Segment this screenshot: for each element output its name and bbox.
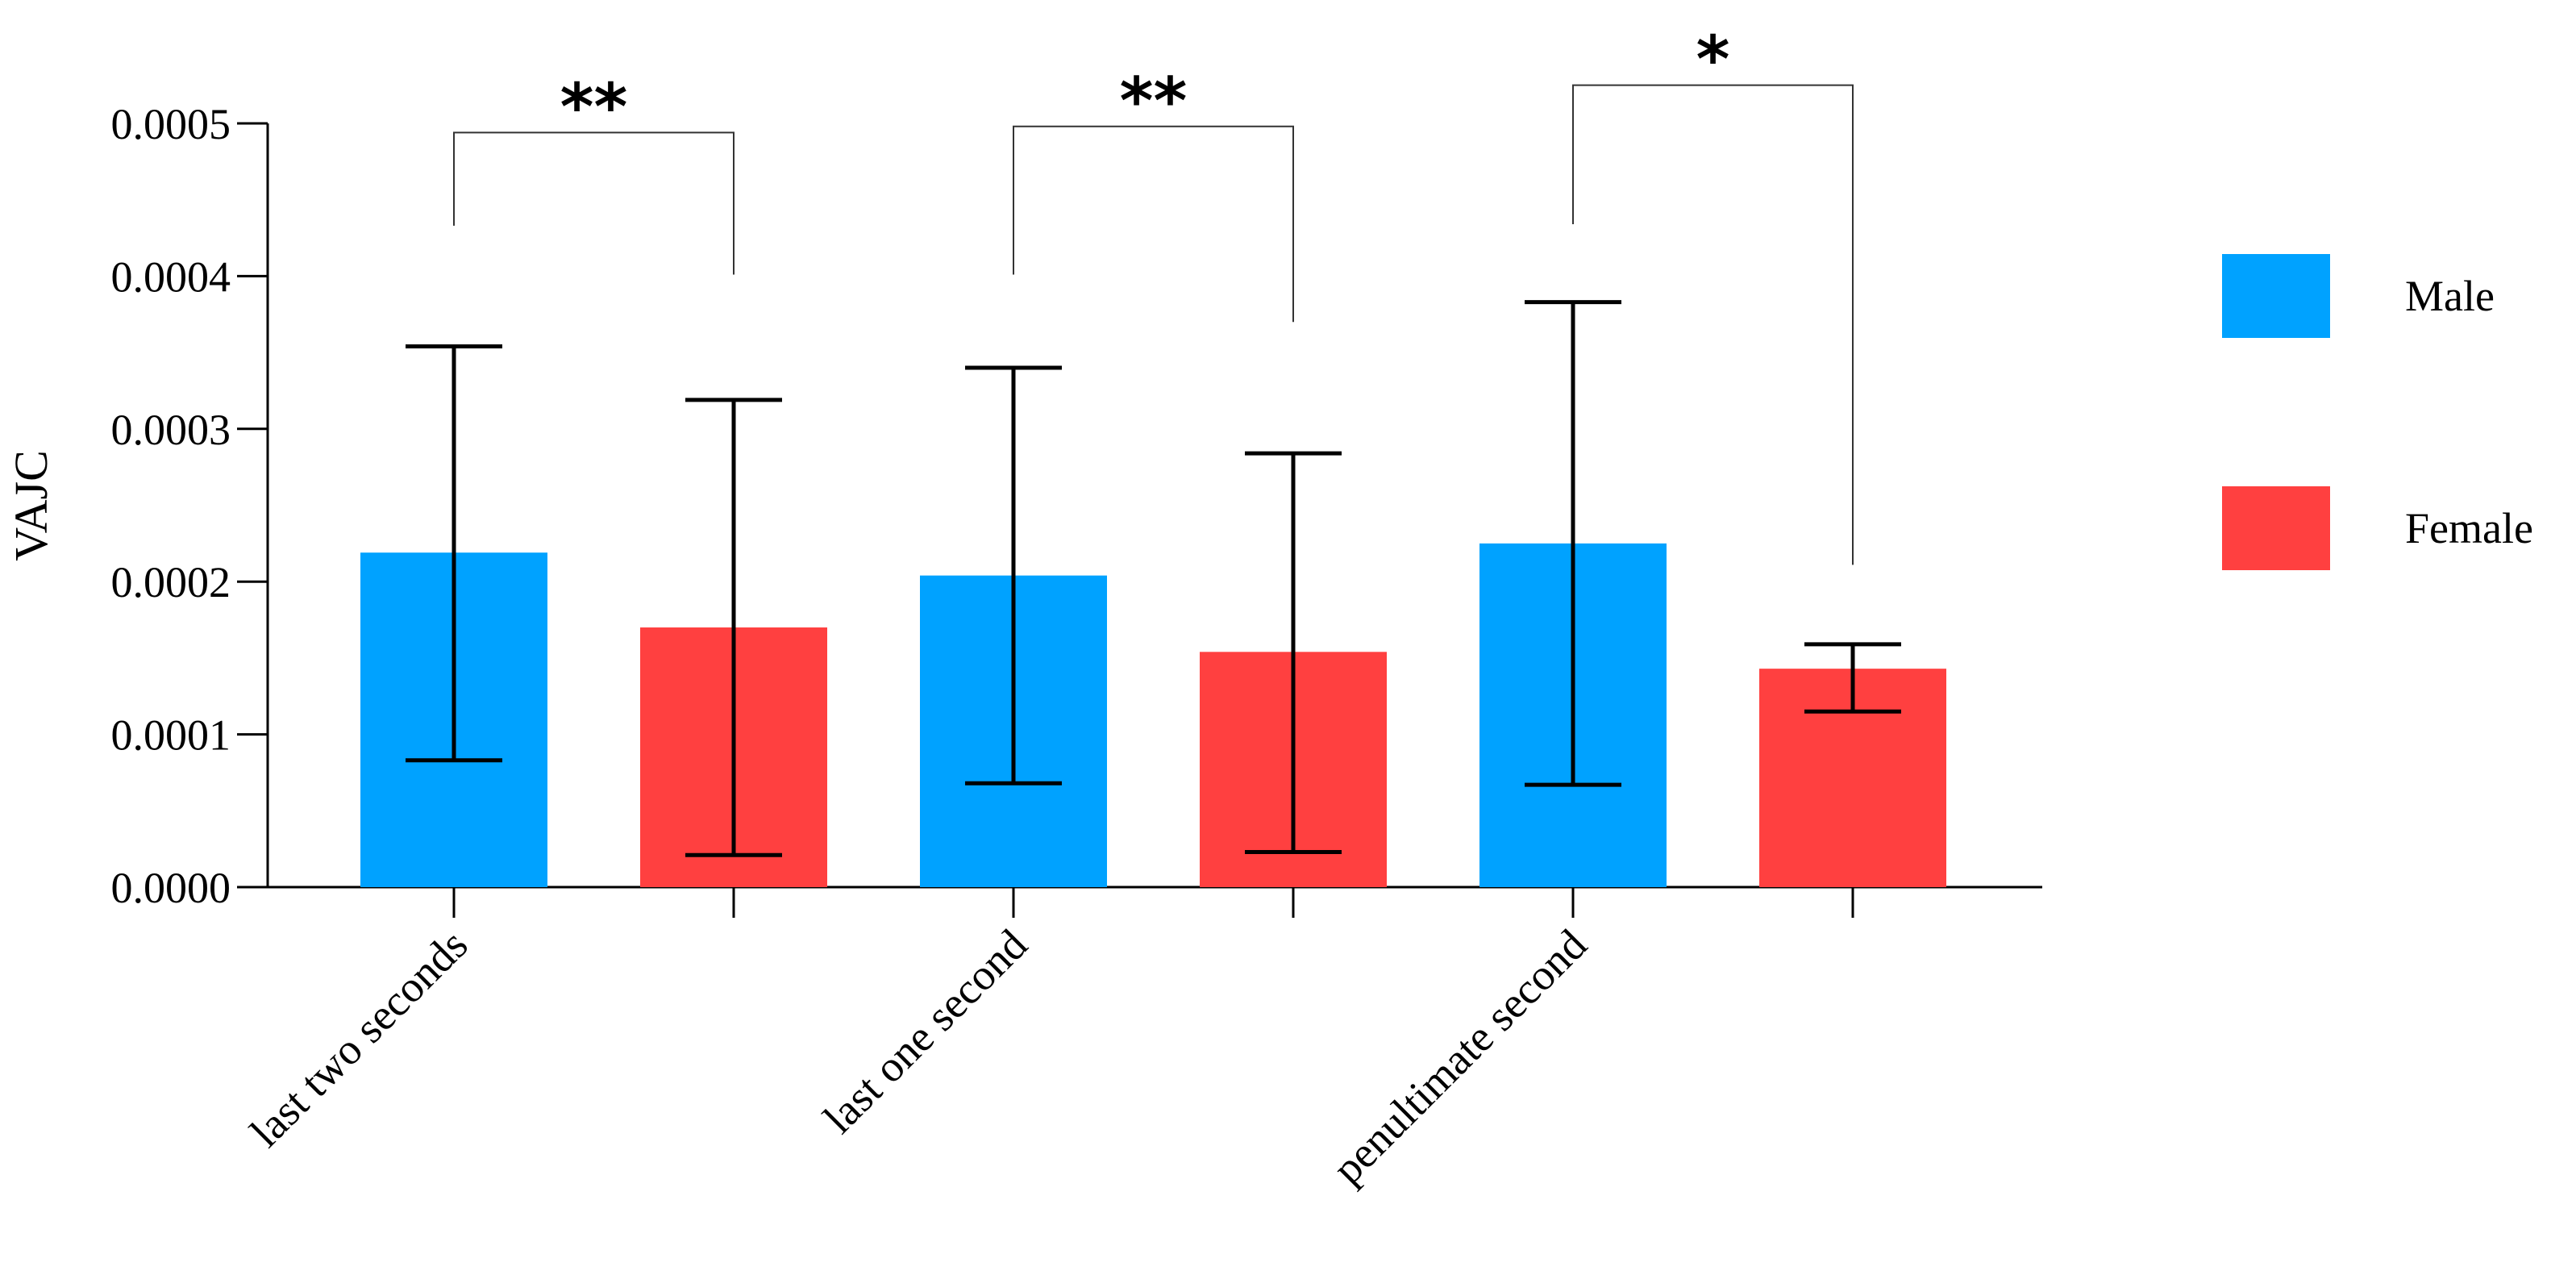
- x-category-label: last one second: [814, 920, 1037, 1143]
- legend-label: Female: [2405, 504, 2533, 552]
- error-bars: [406, 300, 1901, 857]
- legend-swatch: [2222, 254, 2330, 338]
- significance-bracket: [1572, 84, 1854, 565]
- y-tick-label: 0.0001: [111, 711, 231, 760]
- significance-label: **: [560, 69, 628, 144]
- y-tick-label: 0.0002: [111, 558, 231, 606]
- y-tick-label: 0.0000: [111, 864, 231, 912]
- legend-label: Male: [2405, 272, 2495, 320]
- significance-annotations: ** ***: [453, 23, 1854, 565]
- y-tick-label: 0.0004: [111, 252, 231, 301]
- legend: Male Female: [2222, 254, 2533, 570]
- significance-label: *: [1696, 23, 1730, 98]
- bars: [360, 543, 1946, 887]
- significance-bracket: [453, 131, 735, 275]
- x-category-label: last two seconds: [241, 920, 477, 1156]
- y-axis-title: VAJC: [5, 450, 57, 561]
- x-category-label: penultimate second: [1323, 920, 1596, 1193]
- legend-swatch: [2222, 486, 2330, 570]
- significance-bracket: [1013, 125, 1294, 323]
- y-tick-label: 0.0003: [111, 406, 231, 454]
- y-tick-label: 0.0005: [111, 100, 231, 148]
- significance-label: **: [1120, 64, 1188, 139]
